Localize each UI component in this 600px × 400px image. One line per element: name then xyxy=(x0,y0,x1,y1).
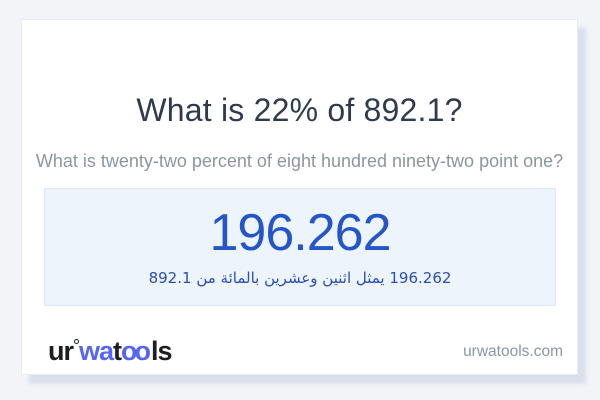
urwatools-logo[interactable]: ur watoo ls xyxy=(48,336,173,366)
logo-text-ls: ls xyxy=(151,336,173,366)
answer-panel: 196.262 196.262 يمثل اثنين وعشرين بالمائ… xyxy=(44,188,556,306)
answer-value: 196.262 xyxy=(209,204,392,262)
logo-text-ur: ur xyxy=(48,336,74,366)
logo-glasses-oo-icon: oo xyxy=(121,336,151,366)
logo-degree-ring-icon xyxy=(74,339,79,344)
site-domain-text: urwatools.com xyxy=(463,343,563,360)
question-title: What is 22% of 892.1? xyxy=(136,92,463,128)
result-card: What is 22% of 892.1? What is twenty-two… xyxy=(21,19,578,375)
logo-text-wa: wa xyxy=(79,336,114,366)
answer-description-arabic: 196.262 يمثل اثنين وعشرين بالمائة من 892… xyxy=(148,269,452,287)
question-subtitle: What is twenty-two percent of eight hund… xyxy=(35,151,564,171)
logo-text-t: t xyxy=(113,336,122,366)
